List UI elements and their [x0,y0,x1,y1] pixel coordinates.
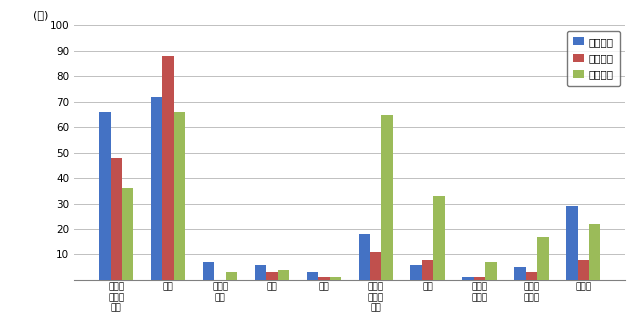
Bar [266,272,278,280]
Bar [255,265,266,280]
Bar [577,259,589,280]
Bar [589,224,600,280]
Bar [307,272,318,280]
Bar [99,112,110,280]
Legend: 県外転入, 県外転出, 県内移動: 県外転入, 県外転出, 県内移動 [567,31,620,86]
Bar [110,158,122,280]
Bar [174,112,186,280]
Bar [433,196,445,280]
Bar [278,270,289,280]
Bar [474,277,485,280]
Bar [151,97,163,280]
Bar [226,272,237,280]
Bar [381,114,393,280]
Bar [358,234,370,280]
Bar [537,237,548,280]
Bar [329,277,341,280]
Bar [203,262,215,280]
Bar [422,259,433,280]
Y-axis label: (人): (人) [33,10,49,20]
Bar [163,56,174,280]
Bar [122,188,133,280]
Bar [514,267,526,280]
Bar [318,277,329,280]
Bar [411,265,422,280]
Bar [566,206,577,280]
Bar [463,277,474,280]
Bar [485,262,497,280]
Bar [370,252,381,280]
Bar [526,272,537,280]
